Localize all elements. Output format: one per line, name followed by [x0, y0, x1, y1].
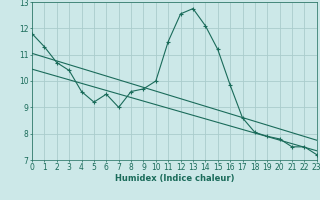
X-axis label: Humidex (Indice chaleur): Humidex (Indice chaleur) [115, 174, 234, 183]
